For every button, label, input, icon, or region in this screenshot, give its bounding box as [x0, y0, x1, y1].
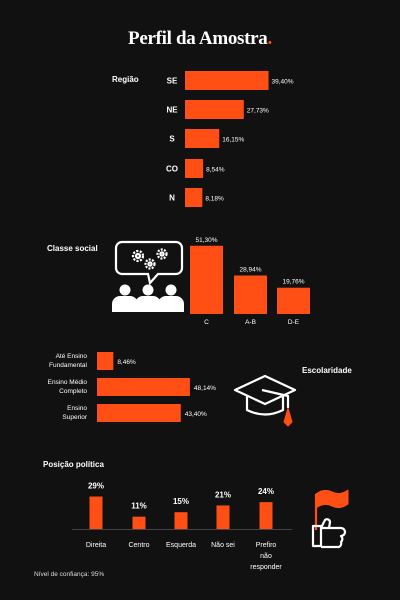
title-dot: . — [267, 28, 273, 49]
region-category-co: CO — [166, 165, 178, 174]
region-bar-s — [185, 129, 220, 148]
education-category-1-line-0: Ensino Médio — [48, 379, 88, 386]
politics-category-4-line-2: responder — [250, 564, 282, 571]
flag-hand-icon — [311, 489, 349, 549]
politics-category-4-line-0: Prefiro — [256, 542, 277, 549]
page-title-text: Perfil da Amostra — [128, 28, 268, 49]
politics-value-1: 11% — [131, 502, 147, 511]
region-bar-co — [185, 159, 204, 178]
politics-category-1-line-0: Centro — [128, 542, 149, 549]
confidence-footnote: Nível de confiança: 95% — [34, 571, 105, 578]
region-value-s: 16,15% — [222, 137, 244, 144]
social-class-category-0: C — [204, 319, 209, 326]
region-title: Região — [112, 75, 139, 84]
politics-bar-0 — [89, 496, 103, 529]
politics-bar-1 — [132, 516, 146, 529]
politics-category-3-line-0: Não sei — [211, 542, 235, 549]
region-category-s: S — [169, 135, 175, 144]
region-value-se: 39,40% — [272, 79, 294, 86]
politics-value-3: 21% — [215, 490, 231, 499]
region-bar-se — [185, 71, 269, 90]
region-value-co: 8,54% — [206, 167, 225, 174]
politics-bar-3 — [216, 505, 230, 529]
politics-value-0: 29% — [88, 482, 104, 491]
social-class-category-1: A-B — [245, 319, 256, 326]
politics-bar-2 — [174, 512, 188, 529]
education-category-1-line-1: Completo — [59, 388, 87, 395]
education-category-2-line-0: Ensino — [67, 405, 87, 412]
people-gears-icon — [114, 240, 184, 286]
page-title: Perfil da Amostra. — [0, 28, 400, 50]
politics-category-0-line-0: Direita — [86, 542, 106, 549]
region-category-ne: NE — [166, 106, 178, 115]
education-category-2-line-1: Superior — [62, 414, 87, 421]
education-bar-2 — [97, 404, 181, 422]
social-class-category-2: D-E — [288, 319, 300, 326]
education-bar-0 — [97, 352, 114, 370]
education-category-0-line-0: Até Ensino — [56, 353, 88, 360]
people-silhouettes — [112, 284, 184, 312]
region-bar-ne — [185, 100, 244, 119]
region-value-ne: 27,73% — [247, 108, 269, 115]
social-class-value-0: 51,30% — [195, 237, 217, 244]
education-value-0: 8,46% — [117, 359, 136, 366]
politics-title: Posição política — [43, 460, 104, 469]
politics-bar-4 — [259, 502, 273, 529]
politics-category-4-line-1: não — [260, 553, 272, 560]
social-class-value-1: 28,94% — [239, 267, 261, 274]
region-category-se: SE — [167, 77, 178, 86]
politics-category-2-line-0: Esquerda — [166, 542, 196, 549]
education-category-0-line-1: Fundamental — [49, 362, 87, 369]
social-class-value-2: 19,76% — [282, 279, 304, 286]
education-title: Escolaridade — [302, 366, 352, 375]
graduation-cap-icon — [233, 374, 297, 427]
politics-value-4: 24% — [258, 487, 274, 496]
region-bar-n — [185, 188, 203, 207]
education-bar-1 — [97, 378, 190, 396]
social-class-bar-1 — [234, 275, 267, 314]
education-value-2: 43,40% — [185, 411, 207, 418]
education-value-1: 48,14% — [194, 385, 216, 392]
social-class-title: Classe social — [47, 244, 98, 253]
region-value-n: 8,18% — [205, 196, 224, 203]
social-class-bar-2 — [277, 287, 310, 314]
politics-value-2: 15% — [173, 497, 189, 506]
region-category-n: N — [169, 194, 175, 203]
social-class-bar-0 — [190, 245, 223, 314]
